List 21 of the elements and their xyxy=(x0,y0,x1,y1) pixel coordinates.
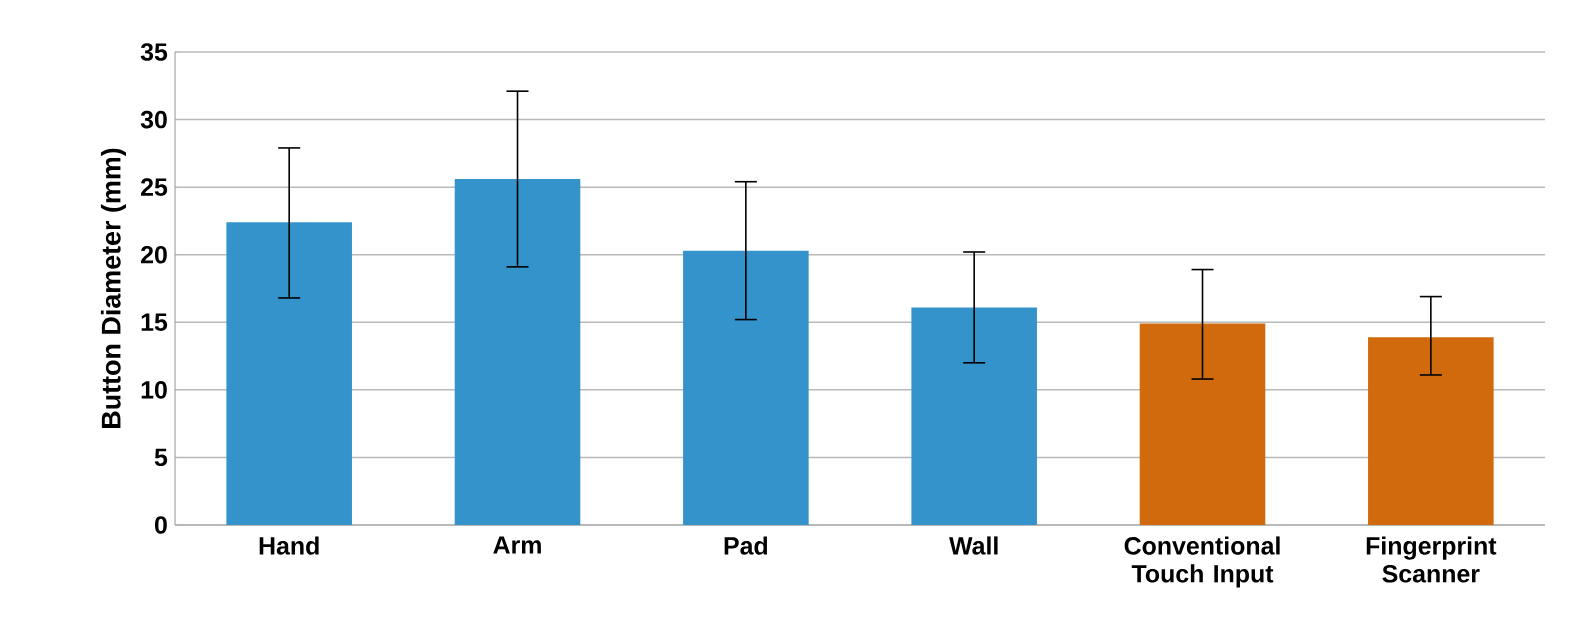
bar xyxy=(1368,337,1494,525)
y-tick-label: 0 xyxy=(154,516,167,534)
bar xyxy=(454,179,581,525)
x-tick-label: Pad xyxy=(724,536,768,555)
x-tick-label: Wall xyxy=(949,536,998,555)
bar xyxy=(226,222,352,525)
x-tick-label: Hand xyxy=(259,536,319,555)
y-tick-label: 25 xyxy=(141,178,168,196)
x-tick-label: Fingerprint Scanner xyxy=(1366,536,1497,583)
y-tick-label: 10 xyxy=(141,381,167,399)
y-tick-label: 35 xyxy=(140,43,168,61)
y-tick-label: 5 xyxy=(154,448,168,467)
x-tick-label: Arm xyxy=(493,536,541,554)
bar xyxy=(683,250,809,525)
y-tick-label: 20 xyxy=(141,245,167,264)
x-tick-label: Conventional Touch Input xyxy=(1124,536,1280,588)
y-tick-label: 30 xyxy=(140,110,167,129)
y-axis-title: Button Diameter (mm) xyxy=(100,148,126,428)
bar xyxy=(911,307,1037,525)
bar xyxy=(1139,323,1266,525)
y-tick-label: 15 xyxy=(141,313,168,331)
